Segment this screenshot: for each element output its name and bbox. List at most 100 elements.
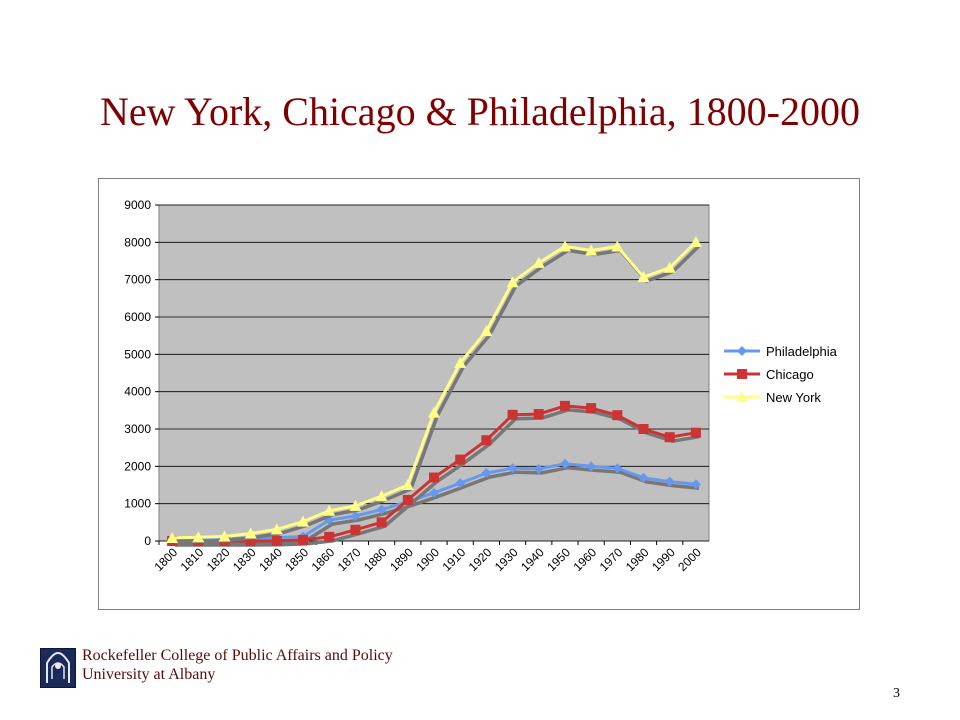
slide-title: New York, Chicago & Philadelphia, 1800-2…: [100, 89, 860, 134]
data-point-philadelphia: [559, 458, 570, 469]
x-tick-label: 1880: [361, 545, 390, 574]
data-point-chicago: [533, 409, 544, 420]
legend-label: New York: [766, 390, 821, 405]
footer-line-university: University at Albany: [82, 666, 216, 683]
y-tick-label: 4000: [124, 385, 151, 399]
x-tick-label: 2000: [675, 545, 704, 574]
data-point-new-york: [558, 240, 571, 252]
y-tick-label: 9000: [124, 198, 151, 212]
data-point-new-york: [480, 325, 493, 337]
series-new-york: [166, 235, 702, 544]
data-point-chicago: [376, 517, 387, 528]
data-point-philadelphia: [690, 479, 701, 490]
college-logo-icon: [40, 648, 76, 688]
data-point-new-york: [637, 271, 650, 283]
data-point-new-york: [323, 504, 336, 516]
x-tick-label: 1800: [151, 545, 180, 574]
data-point-philadelphia: [481, 468, 492, 479]
data-point-chicago: [664, 432, 675, 443]
data-point-chicago: [271, 535, 282, 546]
legend-entry-chicago: Chicago: [724, 367, 814, 382]
data-point-new-york: [428, 406, 440, 418]
data-point-chicago: [402, 494, 413, 505]
footer-text: Rockefeller College of Public Affairs an…: [82, 646, 393, 684]
data-point-philadelphia: [664, 476, 675, 487]
footer: Rockefeller College of Public Affairs an…: [40, 646, 540, 690]
data-point-chicago: [245, 536, 256, 546]
y-tick-label: 0: [144, 534, 151, 548]
y-tick-label: 6000: [124, 310, 151, 324]
data-point-chicago: [559, 400, 570, 411]
data-point-chicago: [350, 524, 361, 535]
data-point-philadelphia: [533, 463, 544, 474]
data-point-new-york: [166, 532, 179, 544]
x-tick-label: 1850: [282, 545, 311, 574]
data-point-chicago: [612, 410, 623, 421]
data-point-chicago: [324, 531, 335, 542]
data-point-new-york: [506, 276, 519, 288]
data-point-new-york: [349, 499, 362, 511]
legend-entry-new-york: New York: [724, 390, 821, 405]
x-tick-label: 1960: [570, 545, 599, 574]
data-point-chicago: [429, 472, 439, 483]
x-tick-label: 1860: [309, 545, 338, 574]
y-tick-label: 1000: [124, 497, 151, 511]
data-point-philadelphia: [638, 472, 649, 483]
x-tick-label: 1900: [413, 545, 442, 574]
x-tick-label: 1940: [518, 545, 547, 574]
data-point-philadelphia: [612, 463, 623, 474]
legend-swatch-marker: [737, 369, 747, 379]
x-tick-label: 1870: [335, 545, 364, 574]
data-point-new-york: [375, 490, 388, 502]
legend-label: Chicago: [766, 367, 814, 382]
x-tick-label: 1990: [649, 545, 678, 574]
data-point-new-york: [218, 530, 231, 542]
data-point-new-york: [663, 261, 676, 273]
y-tick-label: 7000: [124, 273, 151, 287]
data-point-philadelphia: [586, 461, 597, 472]
data-point-philadelphia: [376, 504, 387, 515]
data-point-new-york: [192, 531, 205, 543]
line-chart: 0 1000 2000 3000 4000 5000 6000 7000 8000 9000 18…: [124, 198, 838, 574]
data-point-new-york: [611, 240, 624, 252]
legend-swatch-marker: [736, 391, 748, 402]
data-point-new-york: [270, 523, 283, 535]
data-point-new-york: [244, 527, 257, 539]
y-tick-label: 3000: [124, 422, 151, 436]
chart-frame: 0 1000 2000 3000 4000 5000 6000 7000 8000 9000 18…: [98, 178, 860, 610]
y-tick-label: 5000: [124, 347, 151, 361]
data-point-new-york: [532, 256, 545, 268]
data-point-new-york: [297, 515, 310, 527]
data-point-chicago: [638, 424, 649, 434]
x-tick-label: 1970: [597, 545, 626, 574]
data-point-chicago: [298, 534, 309, 545]
data-point-chicago: [481, 435, 492, 446]
series-chicago: [167, 400, 701, 547]
x-tick-label: 1920: [466, 545, 495, 574]
data-point-new-york: [454, 356, 467, 368]
data-point-new-york: [585, 244, 598, 256]
x-tick-label: 1930: [492, 545, 521, 574]
data-point-chicago: [455, 454, 466, 465]
legend-label: Philadelphia: [766, 344, 838, 359]
x-tick-label: 1890: [387, 545, 416, 574]
x-tick-label: 1980: [623, 545, 652, 574]
x-tick-label: 1910: [440, 545, 469, 574]
x-tick-label: 1950: [544, 545, 573, 574]
data-point-new-york: [401, 479, 414, 490]
legend-entry-philadelphia: Philadelphia: [724, 344, 838, 359]
page-number: 3: [893, 686, 900, 701]
data-point-new-york: [689, 235, 702, 247]
y-tick-label: 2000: [124, 459, 151, 473]
data-point-chicago: [507, 409, 518, 420]
data-point-philadelphia: [350, 510, 361, 521]
x-tick-label: 1840: [256, 545, 285, 574]
data-point-philadelphia: [507, 463, 518, 474]
y-tick-label: 8000: [124, 235, 151, 249]
footer-line-college: Rockefeller College of Public Affairs an…: [82, 647, 393, 664]
x-tick-label: 1820: [204, 545, 233, 574]
data-point-chicago: [586, 403, 597, 414]
legend-swatch-marker: [737, 346, 747, 356]
x-tick-label: 1810: [178, 545, 207, 574]
data-point-philadelphia: [455, 478, 466, 489]
